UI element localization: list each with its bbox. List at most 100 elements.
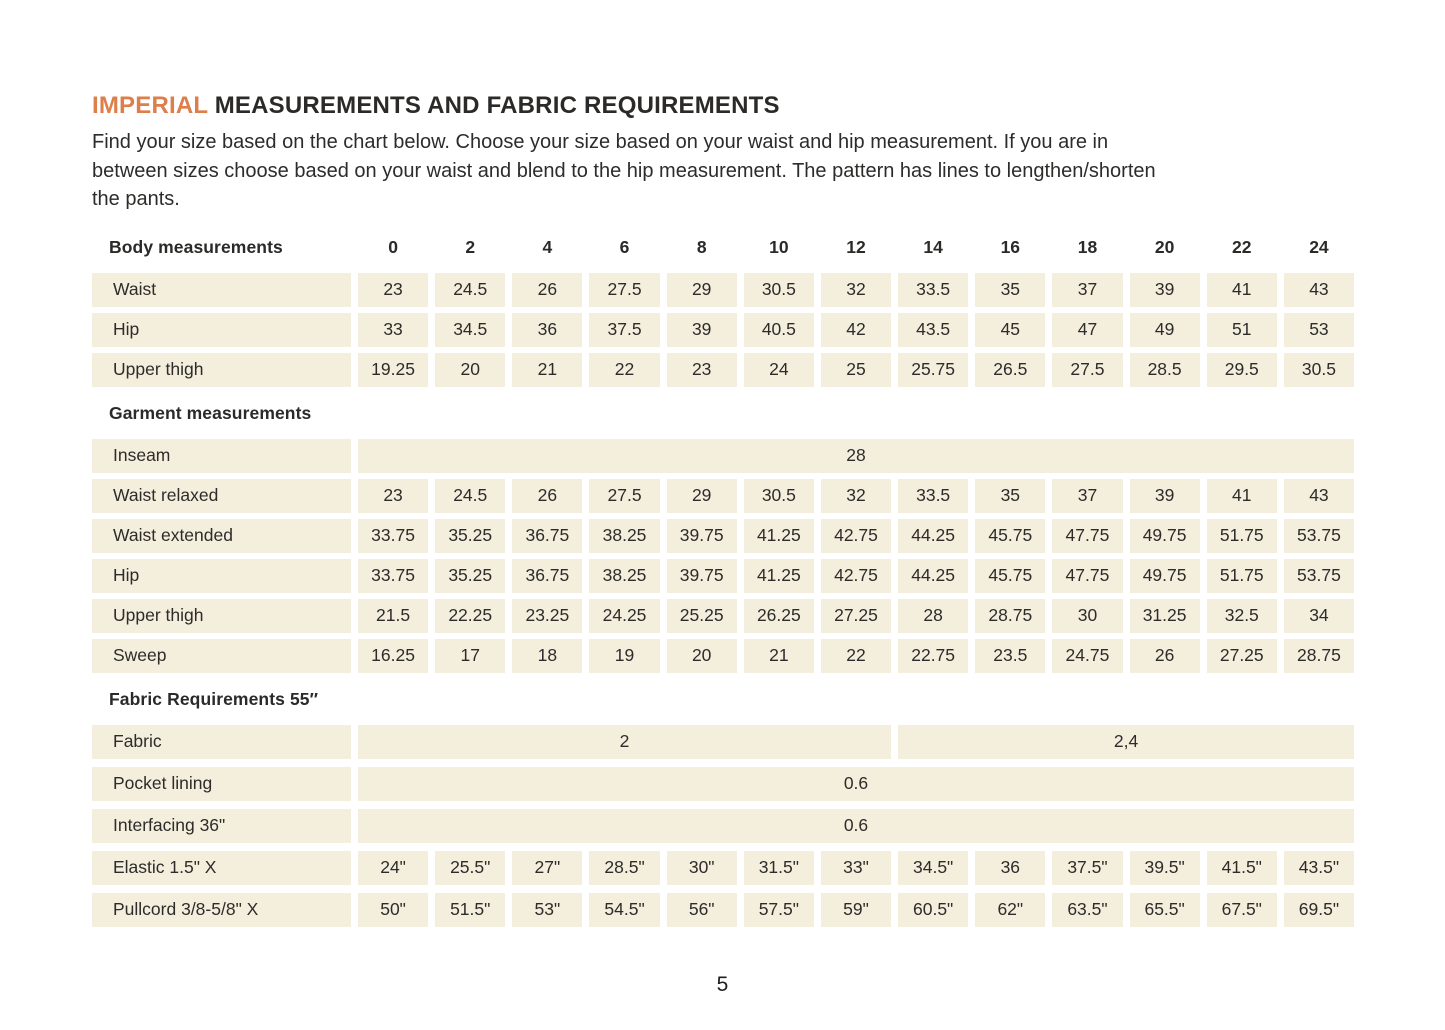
- cell-value: 18: [512, 638, 583, 673]
- section-header-row-fabric-requirements: Fabric Requirements 55″: [92, 682, 1354, 718]
- cell-value: 51.75: [1206, 518, 1277, 553]
- cell-value: 26: [512, 272, 583, 307]
- cell-value: 38.25: [589, 558, 660, 593]
- title-highlight: IMPERIAL: [92, 92, 208, 119]
- cell-value: 43: [1283, 478, 1354, 513]
- cell-value: 23: [358, 478, 429, 513]
- table-row: Pocket lining 0.6: [92, 766, 1354, 801]
- cell-value: 27.5: [589, 478, 660, 513]
- cell-value: 53.75: [1283, 518, 1354, 553]
- cell-value: 24": [358, 850, 429, 885]
- cell-value: 29: [666, 272, 737, 307]
- cell-value: 28.75: [1283, 638, 1354, 673]
- cell-value: 36.75: [512, 518, 583, 553]
- cell-value: 28.5": [589, 850, 660, 885]
- size-column-header-0: 0: [388, 237, 398, 257]
- table-row: Upper thigh 21.5 22.25 23.25 24.25 25.25 26.25…: [92, 598, 1354, 633]
- cell-value: 36.75: [512, 558, 583, 593]
- cell-value: 62": [975, 892, 1046, 927]
- cell-value: 25.25: [666, 598, 737, 633]
- cell-value: 25: [820, 352, 892, 387]
- section-header-row-body-measurements: Body measurements 0 2 4 6 8 10 12 14 16 18 20 22 24: [92, 230, 1354, 266]
- row-label: Hip: [92, 558, 351, 593]
- cell-value: 49.75: [1129, 518, 1200, 553]
- cell-value: 36: [512, 312, 583, 347]
- intro-line-2: between sizes choose based on your waist…: [92, 159, 1156, 182]
- intro-line-1: Find your size based on the chart below.…: [92, 131, 1109, 153]
- cell-value: 24.5: [435, 478, 506, 513]
- cell-value: 41.5": [1206, 850, 1277, 885]
- measurements-table: Body measurements 0 2 4 6 8 10 12 14 16 18 20 22 24 Wa…: [92, 230, 1354, 927]
- size-column-header-6: 6: [619, 237, 630, 257]
- cell-value: 22.25: [435, 598, 506, 633]
- cell-value: 21: [743, 638, 814, 673]
- cell-value: 30": [666, 850, 737, 885]
- row-label: Pullcord 3/8-5/8" X: [92, 892, 351, 927]
- section-header-garment-measurements: Garment measurements: [109, 403, 312, 423]
- cell-value: 32: [820, 478, 892, 513]
- intro-line-3: the pants.: [92, 188, 180, 210]
- cell-value: 25.75: [898, 352, 969, 387]
- cell-value: 30.5: [743, 272, 814, 307]
- cell-value: 36: [975, 850, 1046, 885]
- table-row: Hip 33 34.5 36 37.5 39 40.5 42 43.5 45 47 49 51 53: [92, 312, 1354, 347]
- cell-value: 59": [820, 892, 892, 927]
- cell-value: 37.5": [1052, 850, 1123, 885]
- size-column-header-18: 18: [1077, 237, 1098, 257]
- cell-value: 23: [666, 352, 737, 387]
- cell-value: 47.75: [1052, 518, 1123, 553]
- cell-value: 26.25: [743, 598, 814, 633]
- row-label: Pocket lining: [92, 766, 351, 801]
- cell-value: 30.5: [1283, 352, 1354, 387]
- cell-value: 21.5: [358, 598, 429, 633]
- cell-value: 34: [1283, 598, 1354, 633]
- cell-value: 22: [589, 352, 660, 387]
- cell-value: 51: [1206, 312, 1277, 347]
- table-row: Upper thigh 19.25 20 21 22 23 24 25 25.75 26.5 27.…: [92, 352, 1354, 387]
- cell-value: 23: [358, 272, 429, 307]
- size-column-header-24: 24: [1309, 237, 1329, 257]
- size-column-header-22: 22: [1232, 237, 1252, 257]
- size-column-header-14: 14: [923, 237, 943, 257]
- cell-value: 39: [666, 312, 737, 347]
- table-row: Sweep 16.25 17 18 19 20 21 22 22.75 23.5 24.75 26 27…: [92, 638, 1354, 673]
- size-column-header-12: 12: [846, 237, 866, 257]
- cell-value-merged: 0.6: [358, 808, 1354, 843]
- cell-value: 67.5": [1206, 892, 1277, 927]
- size-column-header-4: 4: [542, 237, 553, 257]
- cell-value: 39.75: [666, 518, 737, 553]
- row-label: Fabric: [92, 724, 351, 759]
- size-column-header-8: 8: [696, 237, 707, 257]
- table-row: Pullcord 3/8-5/8" X 50" 51.5" 53" 54.5" 56" 57…: [92, 892, 1354, 927]
- cell-value: 40.5: [743, 312, 814, 347]
- cell-value: 37.5: [589, 312, 660, 347]
- row-label: Upper thigh: [92, 598, 351, 633]
- size-column-header-2: 2: [465, 237, 476, 257]
- cell-value: 30.5: [743, 478, 814, 513]
- cell-value: 31.5": [743, 850, 814, 885]
- cell-value: 34.5": [898, 850, 969, 885]
- cell-value: 38.25: [589, 518, 660, 553]
- table-row: Elastic 1.5" X 24" 25.5" 27" 28.5" 30" 31.5" 33…: [92, 850, 1354, 885]
- cell-value: 54.5": [589, 892, 660, 927]
- cell-value: 27.25: [1206, 638, 1277, 673]
- table-row: Fabric 2 2,4: [92, 724, 1354, 759]
- cell-value: 50": [358, 892, 429, 927]
- row-label: Elastic 1.5" X: [92, 850, 351, 885]
- cell-value: 65.5": [1129, 892, 1200, 927]
- cell-value: 47: [1052, 312, 1123, 347]
- cell-value: 33": [820, 850, 892, 885]
- cell-value: 29: [666, 478, 737, 513]
- cell-value: 63.5": [1052, 892, 1123, 927]
- cell-value-merged: 0.6: [358, 766, 1354, 801]
- row-label: Hip: [92, 312, 351, 347]
- row-label: Waist: [92, 272, 351, 307]
- cell-value: 33.75: [358, 558, 429, 593]
- cell-value: 56": [666, 892, 737, 927]
- cell-value: 42.75: [820, 558, 892, 593]
- row-label: Upper thigh: [92, 352, 351, 387]
- cell-value: 22: [820, 638, 892, 673]
- cell-value: 32: [820, 272, 892, 307]
- cell-value: 30: [1052, 598, 1123, 633]
- table-row: Interfacing 36" 0.6: [92, 808, 1354, 843]
